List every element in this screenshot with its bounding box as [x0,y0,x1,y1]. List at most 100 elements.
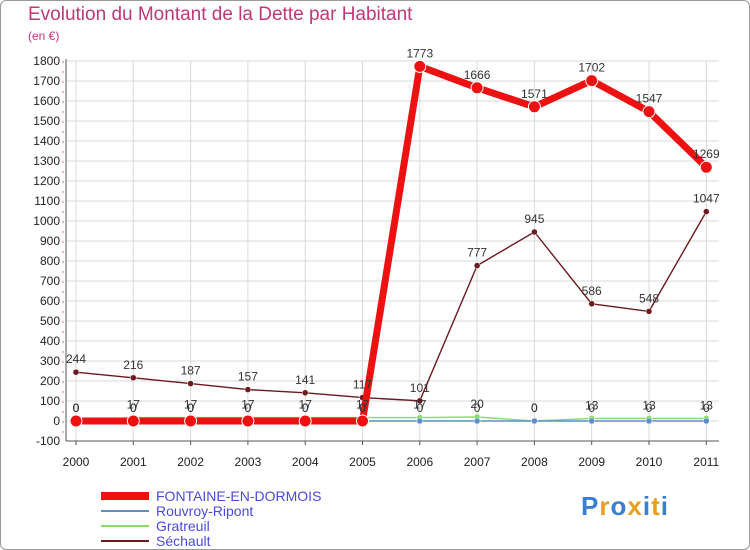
data-label-s-chault: 777 [467,246,487,260]
data-point-fontaine-en-dormois [642,105,656,119]
data-label-fontaine-en-dormois: 0 [359,401,366,415]
data-label-s-chault: 157 [238,370,258,384]
data-label-fontaine-en-dormois: 1269 [693,147,720,161]
data-label-gratreuil: 17 [413,398,427,412]
data-point-rouvroy-ripont [645,417,653,425]
data-label-rouvroy-ripont: 0 [531,401,538,415]
x-tick-label: 2005 [349,455,376,469]
data-point-fontaine-en-dormois [126,414,140,428]
y-tick-label: 1800 [33,54,60,68]
data-label-gratreuil: 17 [127,398,141,412]
y-tick-label: -100 [36,434,60,448]
data-label-rouvroy-ripont: 0 [130,401,137,415]
data-label-s-chault: 548 [639,291,659,305]
data-label-gratreuil: 13 [642,398,656,412]
series-line-fontaine-en-dormois [72,62,710,425]
y-tick-label: 1500 [33,114,60,128]
legend-label-s-chault: Séchault [156,533,211,549]
data-label-gratreuil: 0 [73,401,80,415]
data-label-rouvroy-ripont: 0 [588,401,595,415]
legend-label-gratreuil: Gratreuil [156,518,210,534]
data-point-rouvroy-ripont [416,417,424,425]
data-point-rouvroy-ripont [531,417,538,425]
y-tick-label: 600 [40,294,60,308]
data-label-rouvroy-ripont: 0 [302,401,309,415]
data-label-s-chault: 101 [410,381,430,395]
data-label-fontaine-en-dormois: 1571 [521,87,548,101]
data-point-s-chault [72,368,80,376]
data-label-gratreuil: 17 [299,398,313,412]
data-point-fontaine-en-dormois [69,414,83,428]
data-point-fontaine-en-dormois [527,100,541,114]
data-label-fontaine-en-dormois: 0 [245,401,252,415]
legend-label-fontaine-en-dormois: FONTAINE-EN-DORMOIS [156,488,321,504]
data-label-s-chault: 216 [123,358,143,372]
data-label-fontaine-en-dormois: 0 [187,401,194,415]
proxiti-logo: Proxiti [581,491,669,521]
data-point-s-chault [703,208,710,215]
data-label-s-chault: 244 [66,352,86,366]
chart-title: Evolution du Montant de la Dette par Hab… [28,4,413,25]
y-tick-label: 1400 [33,134,60,148]
legend-label-rouvroy-ripont: Rouvroy-Ripont [156,503,253,519]
data-point-s-chault [416,397,424,405]
data-point-rouvroy-ripont [703,417,710,425]
data-point-fontaine-en-dormois [298,414,312,428]
data-label-gratreuil: 17 [184,398,198,412]
data-label-rouvroy-ripont: 0 [245,401,252,415]
y-tick-label: 300 [40,354,60,368]
data-point-fontaine-en-dormois [413,59,427,73]
data-label-gratreuil: 17 [241,398,255,412]
data-point-fontaine-en-dormois [241,414,255,428]
data-label-fontaine-en-dormois: 1666 [464,68,491,82]
y-tick-label: 1000 [33,214,60,228]
data-label-gratreuil: 0 [531,401,538,415]
x-tick-label: 2004 [292,455,319,469]
data-point-s-chault [301,389,309,397]
data-point-fontaine-en-dormois [585,74,599,88]
data-label-fontaine-en-dormois: 0 [73,401,80,415]
data-label-gratreuil: 13 [700,398,714,412]
data-point-fontaine-en-dormois [470,81,484,95]
data-point-rouvroy-ripont [473,417,481,425]
y-tick-label: 200 [40,374,60,388]
y-tick-label: 900 [40,234,60,248]
x-tick-label: 2002 [177,455,204,469]
chart-unit-label: (en €) [28,29,60,43]
data-label-fontaine-en-dormois: 0 [302,401,309,415]
x-tick-label: 2006 [406,455,433,469]
data-label-fontaine-en-dormois: 0 [130,401,137,415]
x-tick-label: 2011 [693,455,719,469]
data-point-s-chault [645,308,653,315]
data-label-s-chault: 187 [181,364,201,378]
y-tick-label: 1600 [33,94,60,108]
data-point-fontaine-en-dormois [184,414,198,428]
data-label-gratreuil: 17 [356,398,370,412]
data-point-s-chault [473,262,481,269]
data-label-s-chault: 1047 [693,192,720,206]
data-label-rouvroy-ripont: 0 [73,401,80,415]
data-label-s-chault: 586 [582,284,602,298]
y-tick-label: 0 [53,414,60,428]
x-tick-label: 2008 [521,455,548,469]
data-label-s-chault: 141 [295,373,315,387]
y-tick-label: 100 [40,394,60,408]
y-tick-label: 1200 [33,174,60,188]
series-line-s-chault [75,210,707,402]
y-tick-label: 1100 [34,194,60,208]
x-tick-label: 2001 [120,455,147,469]
data-label-rouvroy-ripont: 0 [703,401,710,415]
data-label-s-chault: 945 [524,212,544,226]
data-point-fontaine-en-dormois [356,414,369,428]
data-label-rouvroy-ripont: 0 [416,401,423,415]
x-tick-label: 2010 [636,455,663,469]
data-point-s-chault [187,380,194,387]
y-tick-label: 1700 [33,74,60,88]
y-tick-label: 800 [40,254,60,268]
data-label-rouvroy-ripont: 0 [359,401,366,415]
data-label-fontaine-en-dormois: 1547 [636,92,663,106]
y-tick-label: 500 [40,314,60,328]
y-tick-label: 400 [40,334,60,348]
